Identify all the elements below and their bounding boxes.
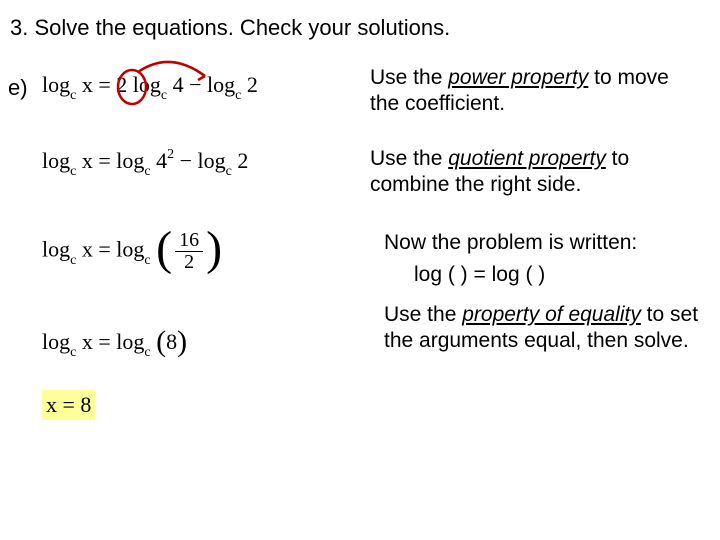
explanation-quotient-property: Use the quotient property to combine the… bbox=[370, 146, 700, 199]
equation-3: logc x = logc (162) bbox=[42, 230, 222, 273]
equation-4: logc x = logc (8) bbox=[42, 323, 187, 359]
explanation-power-property: Use the power property to move the coeff… bbox=[370, 65, 700, 118]
explanation-equality-property: Use the property of equality to set the … bbox=[384, 302, 704, 355]
explanation-rewritten: Now the problem is written: log ( ) = lo… bbox=[384, 230, 704, 289]
equation-1: logc x = 2 logc 4 − logc 2 bbox=[42, 72, 258, 102]
problem-header: 3. Solve the equations. Check your solut… bbox=[10, 15, 450, 41]
equation-2: logc x = logc 42 − logc 2 bbox=[42, 148, 248, 178]
equation-answer: x = 8 bbox=[42, 390, 95, 420]
subpart-label: e) bbox=[8, 75, 28, 101]
